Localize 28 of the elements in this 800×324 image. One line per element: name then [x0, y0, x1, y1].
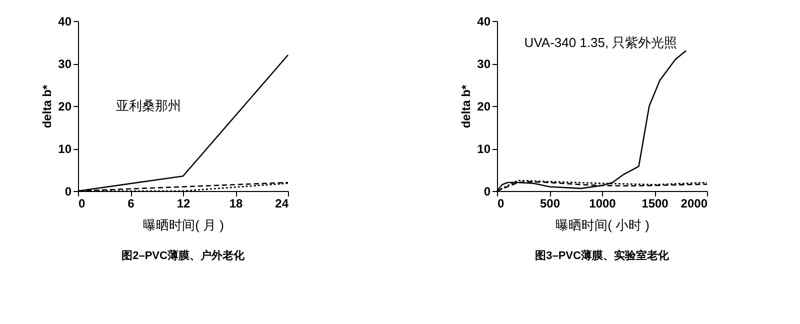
y-tick-label: 40 [477, 14, 491, 28]
x-tick-label: 1000 [589, 196, 616, 210]
y-tick-label: 0 [484, 184, 491, 198]
y-axis-title: delta b* [459, 84, 474, 128]
annotation: UVA-340 1.35, 只紫外光照 [524, 35, 678, 50]
text: 图2–PVC薄膜、户外老化 [122, 249, 246, 262]
x-tick-label: 0 [498, 196, 504, 210]
x-tick-label: 18 [229, 196, 243, 210]
y-tick-label: 0 [64, 184, 72, 198]
y-tick-label: 10 [477, 142, 491, 156]
y-tick-label: 30 [58, 57, 72, 71]
x-tick-label: 24 [275, 196, 289, 210]
text: 图3–PVC薄膜、实验室老化 [535, 249, 670, 262]
y-tick-label: 20 [58, 100, 72, 114]
x-tick-label: 0 [78, 196, 86, 210]
x-tick-label: 6 [128, 196, 135, 210]
x-tick-label: 1500 [642, 196, 669, 210]
y-tick-label: 40 [58, 14, 72, 28]
x-axis-title: 曝晒时间( 小时 ) [556, 218, 650, 232]
y-axis-title: delta b* [40, 84, 54, 128]
y-tick-label: 30 [477, 57, 491, 71]
x-tick-label: 500 [540, 196, 560, 210]
y-tick-label: 10 [58, 142, 72, 156]
x-tick-label: 2000 [680, 196, 708, 210]
y-tick-label: 20 [477, 100, 491, 114]
x-axis-title: 曝晒时间( 月 ) [143, 218, 224, 232]
x-tick-label: 12 [176, 196, 190, 210]
annotation: 亚利桑那州 [116, 98, 181, 113]
